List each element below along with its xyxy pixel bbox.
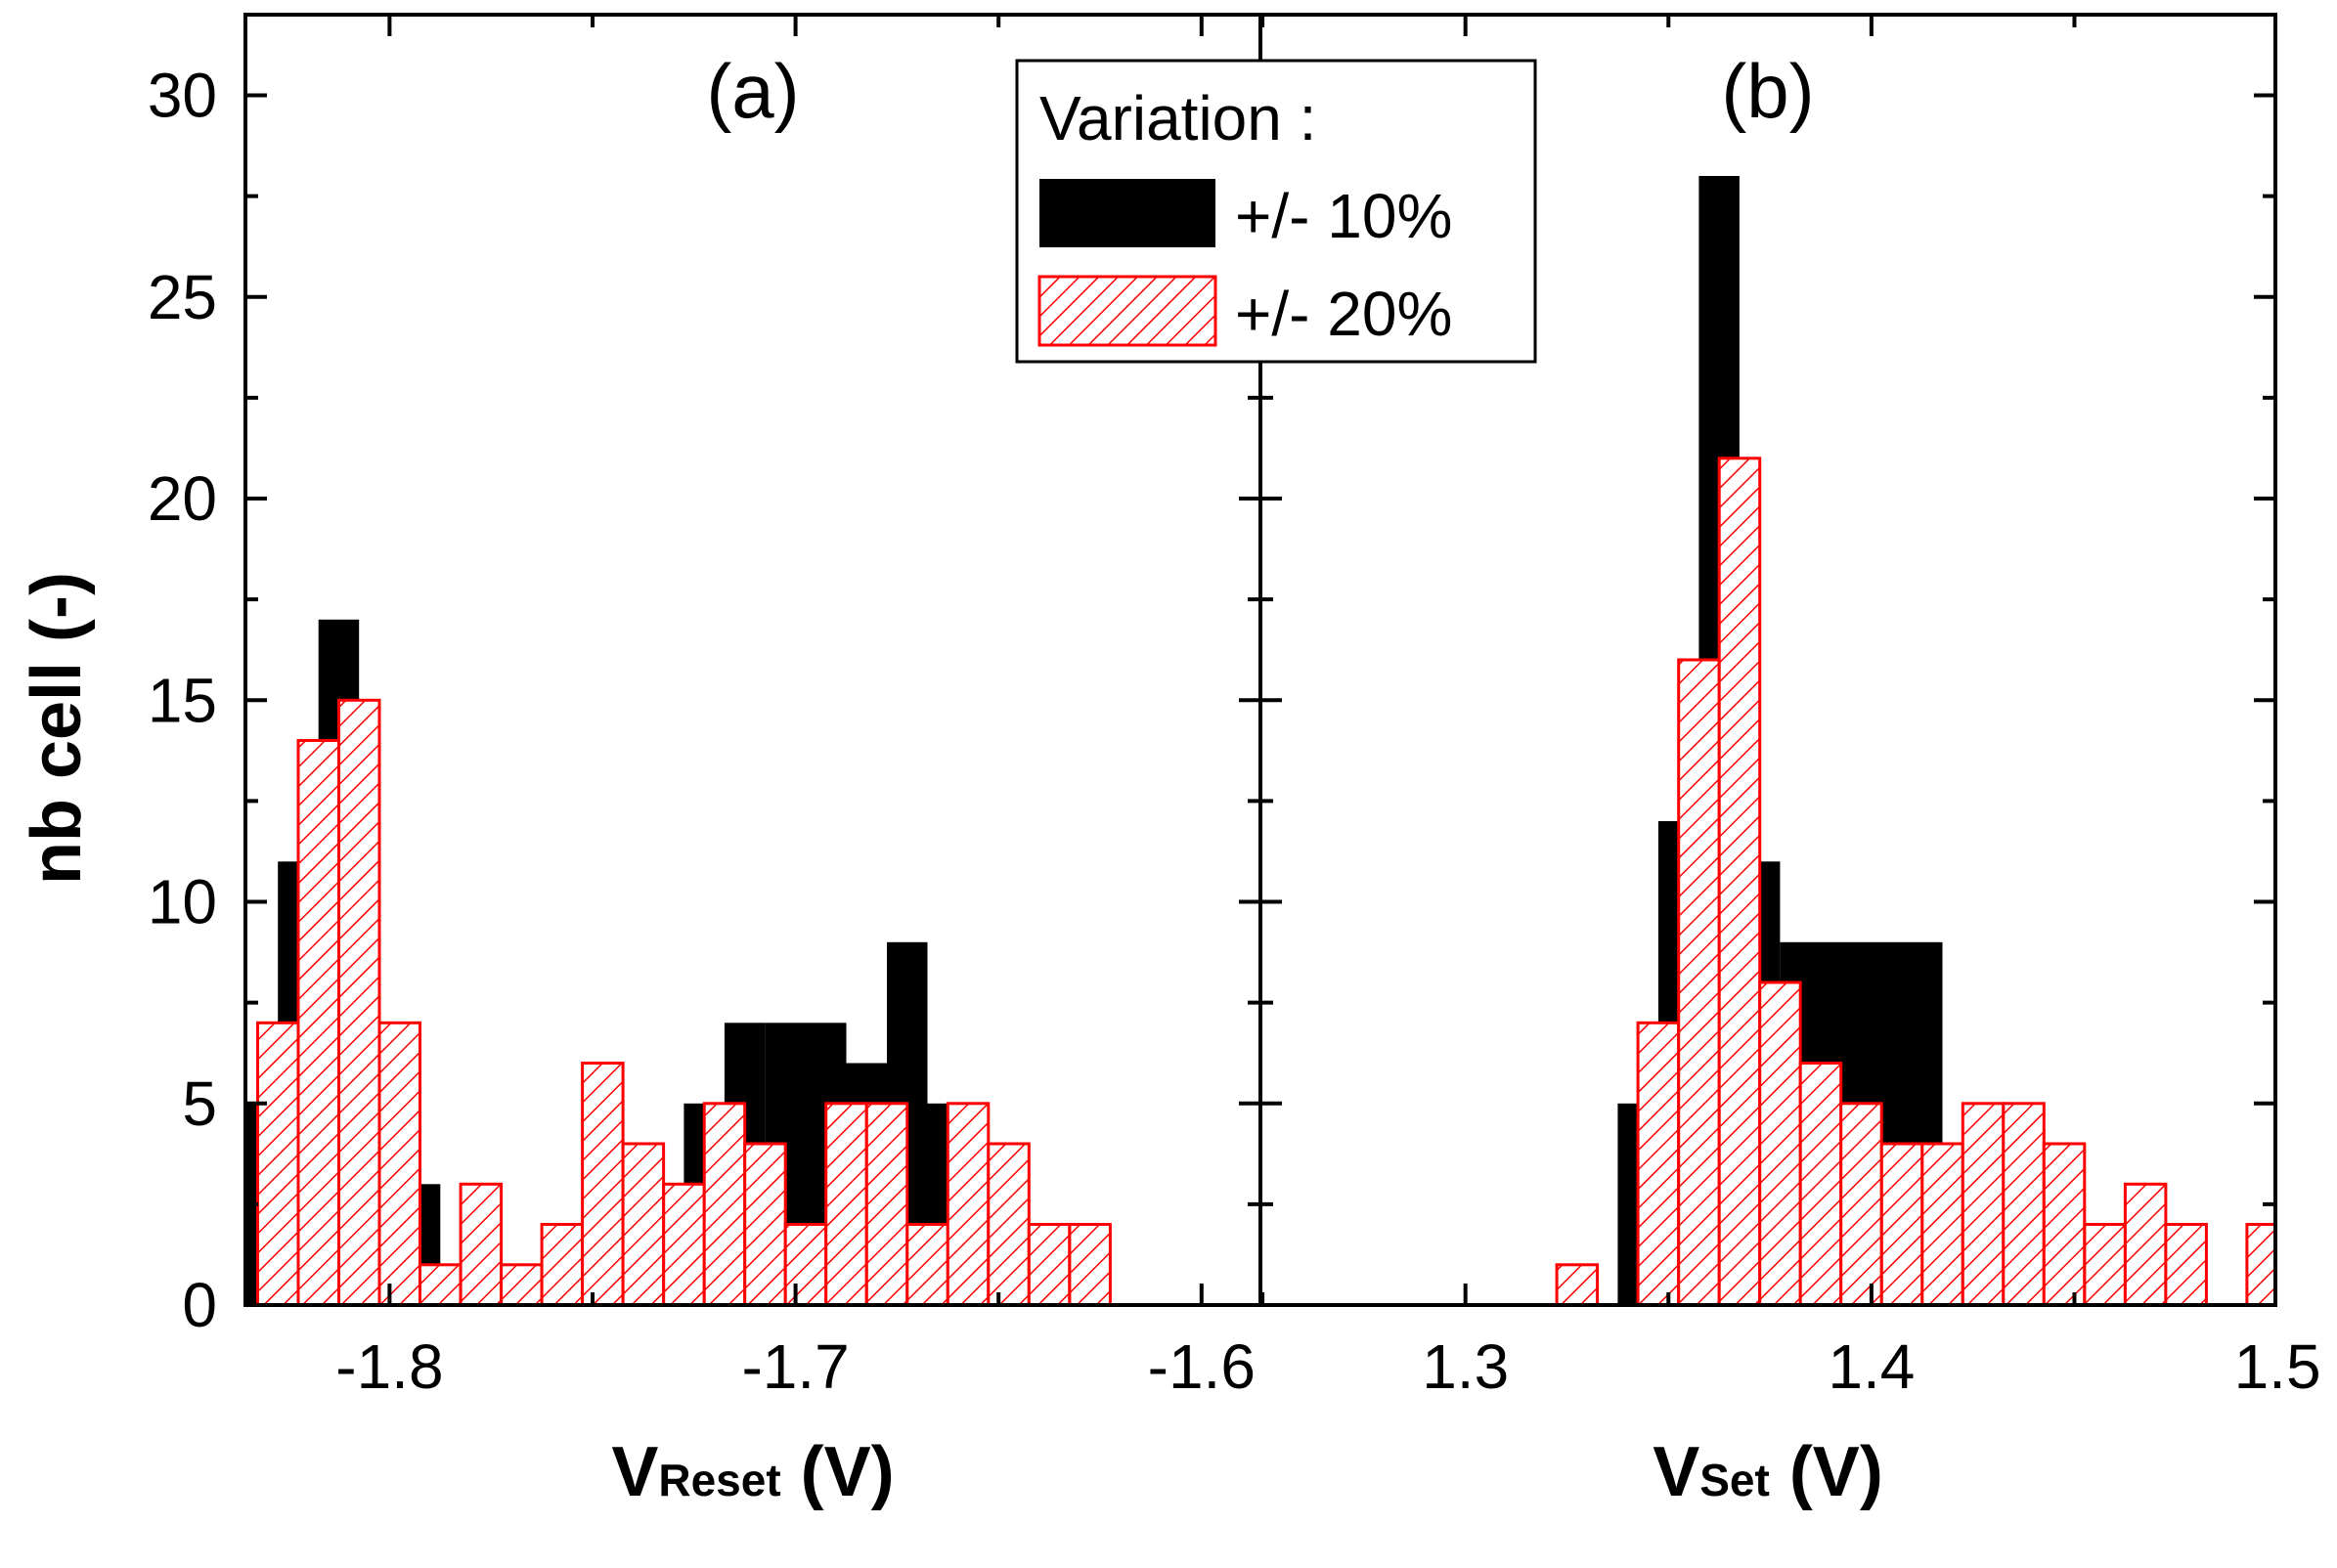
bar-20pct-set [1717, 457, 1762, 1307]
x-axis-title-reset: VReset (V) [611, 1433, 894, 1511]
bar-20pct-set [1798, 1062, 1843, 1307]
bar-20pct-set [1961, 1102, 2006, 1307]
x-title-set-main: V [1653, 1433, 1699, 1511]
bar-20pct-reset [296, 739, 340, 1307]
bar-20pct-reset [783, 1223, 828, 1307]
x-tick-label-set: 1.4 [1828, 1331, 1915, 1402]
bar-20pct-reset [337, 698, 381, 1307]
x-title-reset-unit: (V) [781, 1433, 895, 1511]
bar-20pct-reset [377, 1021, 421, 1307]
bar-20pct-set [2245, 1223, 2277, 1307]
bar-20pct-reset [419, 1263, 463, 1307]
bar-20pct-set [1758, 980, 1802, 1307]
bar-20pct-set [1555, 1263, 1600, 1307]
bar-20pct-set [1839, 1102, 1883, 1307]
bar-20pct-set [2042, 1142, 2087, 1307]
x-axis-title-set: VSet (V) [1653, 1433, 1883, 1511]
legend-title: Variation : [1039, 83, 1316, 153]
x-tick-label-reset: -1.7 [741, 1331, 849, 1402]
bar-20pct-reset [500, 1263, 544, 1307]
bar-20pct-reset [743, 1142, 787, 1307]
bar-20pct-set [1920, 1142, 1964, 1307]
y-tick-label: 30 [148, 61, 217, 131]
bar-20pct-reset [987, 1142, 1031, 1307]
bar-20pct-set [1636, 1021, 1681, 1307]
bar-20pct-reset [905, 1223, 949, 1307]
x-title-set-sub: Set [1699, 1455, 1770, 1505]
bar-20pct-reset [540, 1223, 585, 1307]
y-tick-label: 25 [148, 262, 217, 332]
y-axis-title: nb cell (-) [18, 572, 96, 885]
y-tick-label: 20 [148, 463, 217, 534]
bar-20pct-reset [824, 1102, 868, 1307]
legend-entry-20: +/- 20% [1235, 279, 1452, 349]
bar-20pct-reset [1027, 1223, 1072, 1307]
bar-20pct-reset [946, 1102, 991, 1307]
bar-20pct-reset [621, 1142, 666, 1307]
x-tick-label-set: 1.3 [1422, 1331, 1509, 1402]
legend: Variation : +/- 10% +/- 20% [1015, 59, 1537, 364]
bar-20pct-reset [1068, 1223, 1112, 1307]
x-tick-label-set: 1.5 [2234, 1331, 2321, 1402]
bar-20pct-reset [864, 1102, 909, 1307]
y-tick-label: 10 [148, 867, 217, 937]
panel-label-a: (a) [706, 48, 799, 134]
bar-20pct-reset [662, 1182, 706, 1307]
panel-label-b: (b) [1721, 48, 1814, 134]
bar-20pct-set [2083, 1223, 2127, 1307]
y-tick-label: 5 [182, 1068, 217, 1139]
bars-layer [245, 176, 2277, 1307]
x-title-reset-main: V [611, 1433, 658, 1511]
bar-20pct-set [1677, 658, 1721, 1307]
x-tick-label-reset: -1.6 [1148, 1331, 1256, 1402]
ticks-layer: -1.8 -1.7 -1.6 1.3 1.4 1.5 0 5 10 15 20 25 30 [148, 15, 2321, 1402]
bar-20pct-reset [702, 1102, 747, 1307]
legend-entry-10: +/- 10% [1235, 181, 1452, 251]
bar-20pct-reset [256, 1021, 300, 1307]
bar-20pct-reset [581, 1062, 625, 1307]
bar-20pct-set [2002, 1102, 2046, 1307]
y-tick-label: 15 [148, 665, 217, 735]
x-title-set-unit: (V) [1770, 1433, 1883, 1511]
legend-swatch-10 [1039, 179, 1215, 247]
bar-20pct-reset [459, 1182, 504, 1307]
bar-20pct-set [2123, 1182, 2168, 1307]
bar-20pct-set [2164, 1223, 2208, 1307]
x-title-reset-sub: Reset [658, 1455, 780, 1505]
y-tick-label: 0 [182, 1270, 217, 1340]
legend-swatch-20 [1037, 275, 1217, 347]
bar-20pct-set [1879, 1142, 1924, 1307]
x-tick-label-reset: -1.8 [335, 1331, 443, 1402]
